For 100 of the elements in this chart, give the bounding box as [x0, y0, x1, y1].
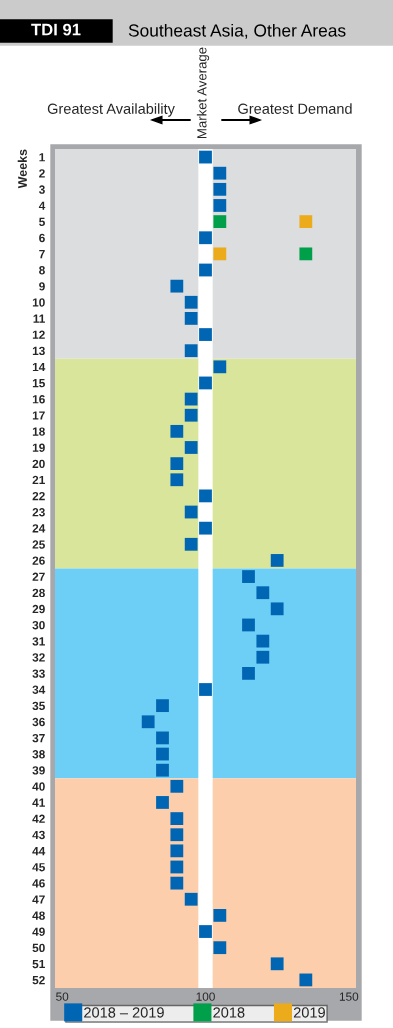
y-tick-label: 9 — [39, 282, 45, 291]
point — [170, 779, 184, 793]
point — [199, 376, 212, 390]
y-tick-label: 8 — [39, 266, 45, 275]
text: Market Average — [196, 47, 210, 138]
y-tick-label: 6 — [39, 233, 45, 243]
point — [199, 521, 212, 535]
point — [184, 295, 198, 309]
point — [156, 763, 169, 777]
y-tick-label: 43 — [32, 830, 45, 840]
point — [199, 925, 212, 938]
point — [184, 392, 198, 406]
y-tick-label: 38 — [32, 750, 45, 759]
point — [256, 650, 270, 664]
point — [184, 537, 198, 551]
y-tick-label: 27 — [32, 572, 45, 581]
y-tick-label: 28 — [32, 588, 45, 598]
point — [299, 973, 313, 987]
y-tick-label: 26 — [32, 556, 45, 565]
y-tick-label: 42 — [32, 814, 45, 823]
point — [213, 215, 227, 229]
point — [156, 747, 169, 761]
y-tick-label: 20 — [32, 459, 45, 469]
y-tick-label: 50 — [32, 943, 45, 953]
point — [170, 279, 184, 293]
y-tick-label: 10 — [32, 298, 45, 307]
point — [213, 182, 227, 196]
legend-label: 2018 — [213, 1007, 245, 1018]
y-tick-label: 3 — [38, 185, 45, 194]
point — [170, 457, 184, 471]
y-tick-label: 29 — [32, 604, 45, 614]
point — [242, 618, 255, 632]
y-tick-label: 35 — [32, 701, 45, 711]
y-tick-label: 31 — [32, 637, 45, 646]
point — [256, 634, 270, 648]
y-tick-label: 5 — [39, 217, 45, 226]
y-tick-label: 45 — [32, 863, 45, 872]
y-tick-label: 4 — [38, 201, 46, 210]
point — [242, 570, 255, 583]
y-tick-label: 15 — [32, 379, 45, 388]
y-tick-label: 32 — [32, 653, 45, 662]
y-tick-label: 7 — [39, 250, 45, 259]
legend-label: 2018 – 2019 — [84, 1007, 164, 1018]
legend-label: 2019 — [293, 1007, 325, 1018]
point — [156, 731, 169, 745]
y-tick-label: 51 — [32, 959, 45, 969]
point — [199, 683, 212, 696]
point — [213, 941, 227, 955]
point — [184, 505, 198, 519]
point — [156, 699, 169, 713]
x-tick-label: 150 — [339, 992, 359, 1001]
y-tick-label: 14 — [32, 362, 46, 372]
point — [213, 908, 227, 922]
y-tick-label: 21 — [32, 475, 45, 485]
point — [170, 844, 184, 858]
point — [299, 215, 313, 229]
point — [270, 602, 284, 616]
point — [270, 554, 284, 567]
point — [213, 360, 227, 374]
point — [270, 957, 284, 971]
chart-title: Southeast Asia, Other Areas — [128, 23, 346, 39]
point — [299, 247, 313, 261]
y-tick-label: 12 — [32, 330, 45, 339]
point — [184, 408, 198, 422]
point — [170, 424, 184, 438]
point — [256, 586, 270, 600]
y-tick-label: 34 — [32, 685, 46, 694]
y-tick-label: 24 — [32, 524, 46, 533]
point — [170, 860, 184, 874]
y-tick-label: 52 — [32, 975, 45, 985]
point — [213, 199, 227, 212]
point — [213, 166, 227, 180]
point — [170, 828, 184, 842]
point — [199, 328, 212, 341]
y-tick-label: 46 — [32, 879, 45, 888]
text: Greatest Availability — [47, 103, 175, 117]
y-tick-label: 41 — [32, 798, 45, 807]
y-tick-label: 48 — [32, 911, 45, 920]
point — [213, 247, 227, 261]
y-tick-label: 44 — [32, 847, 46, 856]
point — [170, 473, 184, 487]
point — [184, 892, 198, 906]
y-tick-label: 25 — [32, 540, 45, 549]
chart-subtitle: TDI 91 — [31, 23, 81, 36]
point — [242, 666, 255, 680]
y-tick-label: 22 — [32, 491, 45, 501]
x-tick-label: 50 — [56, 992, 69, 1001]
y-tick-label: 49 — [32, 927, 45, 936]
text: Greatest Demand — [238, 103, 352, 114]
point — [199, 150, 212, 164]
y-tick-label: 11 — [33, 314, 45, 323]
y-tick-label: 40 — [32, 782, 45, 791]
y-tick-label: 39 — [32, 766, 45, 775]
y-tick-label: 13 — [32, 346, 45, 356]
y-tick-label: 16 — [32, 395, 45, 404]
point — [141, 715, 155, 729]
y-tick-label: 2 — [39, 169, 45, 178]
y-tick-label: 36 — [32, 717, 45, 727]
y-tick-label: 37 — [32, 733, 45, 743]
point — [199, 263, 212, 277]
